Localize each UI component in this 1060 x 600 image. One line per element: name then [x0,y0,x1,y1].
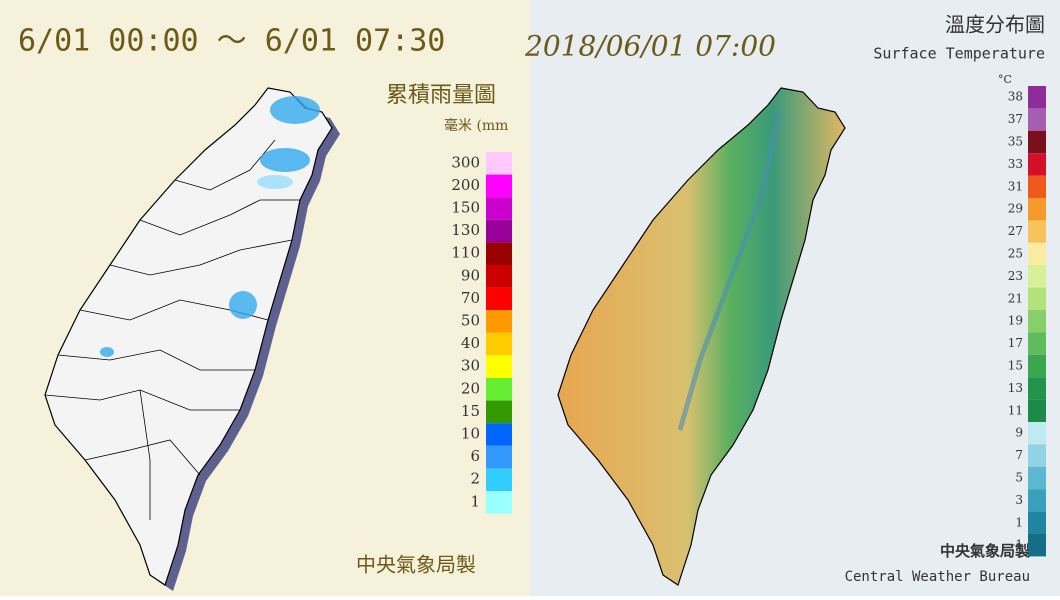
legend-swatch [486,287,512,311]
legend-label: 35 [1008,135,1023,149]
rain-heading: 累積雨量圖 [386,83,496,108]
legend-label: 15 [461,402,480,420]
legend-swatch [1028,511,1046,534]
legend-swatch [486,197,512,220]
legend-swatch [486,242,512,265]
legend-swatch [486,445,512,469]
legend-swatch [1028,108,1046,131]
temperature-credit-en: Central Weather Bureau [845,569,1030,585]
legend-swatch [1028,354,1046,378]
legend-label: 30 [461,357,480,375]
legend-label: 21 [1008,291,1023,305]
rain-areas [100,96,320,357]
legend-swatch [486,400,512,424]
legend-label: 40 [461,334,480,352]
temperature-timestamp: 2018/06/01 07:00 [524,30,776,63]
legend-label: 37 [1008,112,1023,126]
temperature-subheading: Surface Temperature [873,45,1045,63]
legend-swatch [1028,377,1046,400]
legend-label: 130 [451,221,480,239]
legend-label: 33 [1008,157,1023,171]
legend-label: 7 [1015,448,1023,462]
legend-label: 70 [461,289,480,307]
county-borders [44,139,300,520]
legend-label: 38 [1008,90,1023,104]
legend-label: 110 [451,244,480,262]
mountain-ridge [677,109,783,431]
legend-label: 90 [461,266,480,284]
legend-swatch [486,174,512,198]
legend-swatch [1028,422,1046,445]
legend-swatch [486,265,512,288]
legend-label: 10 [461,425,480,443]
rain-unit: 毫米 (mm [444,117,508,134]
temperature-unit: °C [998,73,1012,86]
temperature-credit: 中央氣象局製 [940,542,1030,560]
rain-time-range: 6/01 00:00 ～ 6/01 07:30 [18,24,445,59]
legend-swatch [486,468,512,491]
legend-swatch [486,219,512,243]
legend-label: 1 [1015,515,1023,529]
legend-label: 1 [470,492,480,510]
legend-label: 2 [470,470,480,488]
legend-swatch [486,378,512,401]
legend-swatch [1028,220,1046,243]
legend-label: 50 [461,312,480,330]
legend-swatch [1028,534,1046,557]
legend-swatch [1028,242,1046,266]
legend-swatch [1028,444,1046,467]
legend-swatch [486,310,512,333]
legend-label: 20 [461,379,480,397]
legend-swatch [486,355,512,378]
legend-swatch [486,491,512,514]
temperature-heading: 溫度分布圖 [945,13,1045,37]
legend-label: 17 [1008,336,1023,350]
legend-label: 19 [1008,314,1023,328]
legend-label: 300 [451,153,480,171]
legend-swatch [1028,310,1046,333]
legend-label: 6 [470,447,480,465]
legend-swatch [1028,489,1046,512]
legend-swatch [1028,153,1046,176]
legend-label: 23 [1008,269,1023,283]
legend-label: 25 [1008,247,1023,261]
legend-swatch [1028,332,1046,355]
legend-label: 3 [1015,493,1023,507]
rain-credit: 中央氣象局製 [356,553,476,577]
legend-swatch [1028,130,1046,154]
legend-label: 150 [451,199,480,217]
rain-legend: 300 200 150 130 110 90 70 50 40 30 20 15 10 6 2 1 [451,152,512,514]
legend-swatch [486,152,512,175]
legend-swatch [486,332,512,356]
legend-swatch [1028,287,1046,310]
legend-swatch [1028,399,1046,422]
legend-label: 11 [1008,403,1023,417]
legend-swatch [1028,175,1046,198]
legend-label: 15 [1008,359,1023,373]
legend-label: 31 [1008,179,1023,193]
legend-label: 13 [1008,381,1023,395]
legend-swatch [1028,265,1046,288]
legend-label: -1 [1011,538,1023,552]
legend-swatch [486,423,512,446]
legend-swatch [1028,466,1046,490]
legend-label: 9 [1015,426,1023,440]
legend-label: 200 [451,176,480,194]
legend-label: 29 [1008,202,1023,216]
legend-label: 5 [1015,471,1023,485]
legend-swatch [1028,198,1046,221]
legend-label: 27 [1008,224,1023,238]
legend-swatch [1028,86,1046,109]
